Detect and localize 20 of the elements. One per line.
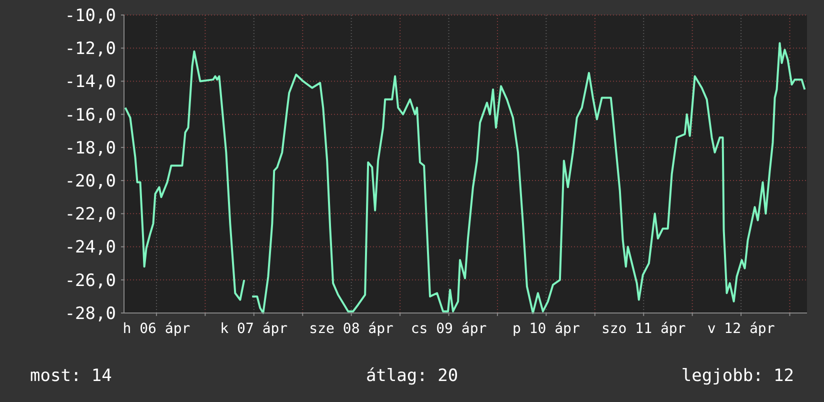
x-tick-label: h 06 ápr <box>122 321 190 337</box>
y-tick-label: -18,0 <box>64 138 116 158</box>
x-tick-label: szo 11 ápr <box>601 321 686 337</box>
x-tick-label: cs 09 ápr <box>410 321 487 337</box>
y-tick-label: -12,0 <box>64 39 116 60</box>
x-tick-label: sze 08 ápr <box>309 321 394 337</box>
x-tick-label: k 07 ápr <box>220 321 288 337</box>
y-tick-label: -20,0 <box>64 172 116 192</box>
text: legjobb: 12 <box>681 366 794 386</box>
y-tick-label: -14,0 <box>64 72 116 92</box>
x-tick-label: p 10 ápr <box>512 321 580 337</box>
y-tick-label: -28,0 <box>64 304 116 324</box>
y-tick-label: -22,0 <box>64 204 116 225</box>
y-tick-label: -16,0 <box>64 105 116 126</box>
x-tick-label: v 12 ápr <box>707 321 775 337</box>
y-tick-label: -26,0 <box>64 270 116 291</box>
y-tick-label: -10,0 <box>64 6 116 26</box>
text: most: 14 <box>30 366 112 386</box>
y-tick-label: -24,0 <box>64 238 116 258</box>
text: átlag: 20 <box>366 366 458 386</box>
